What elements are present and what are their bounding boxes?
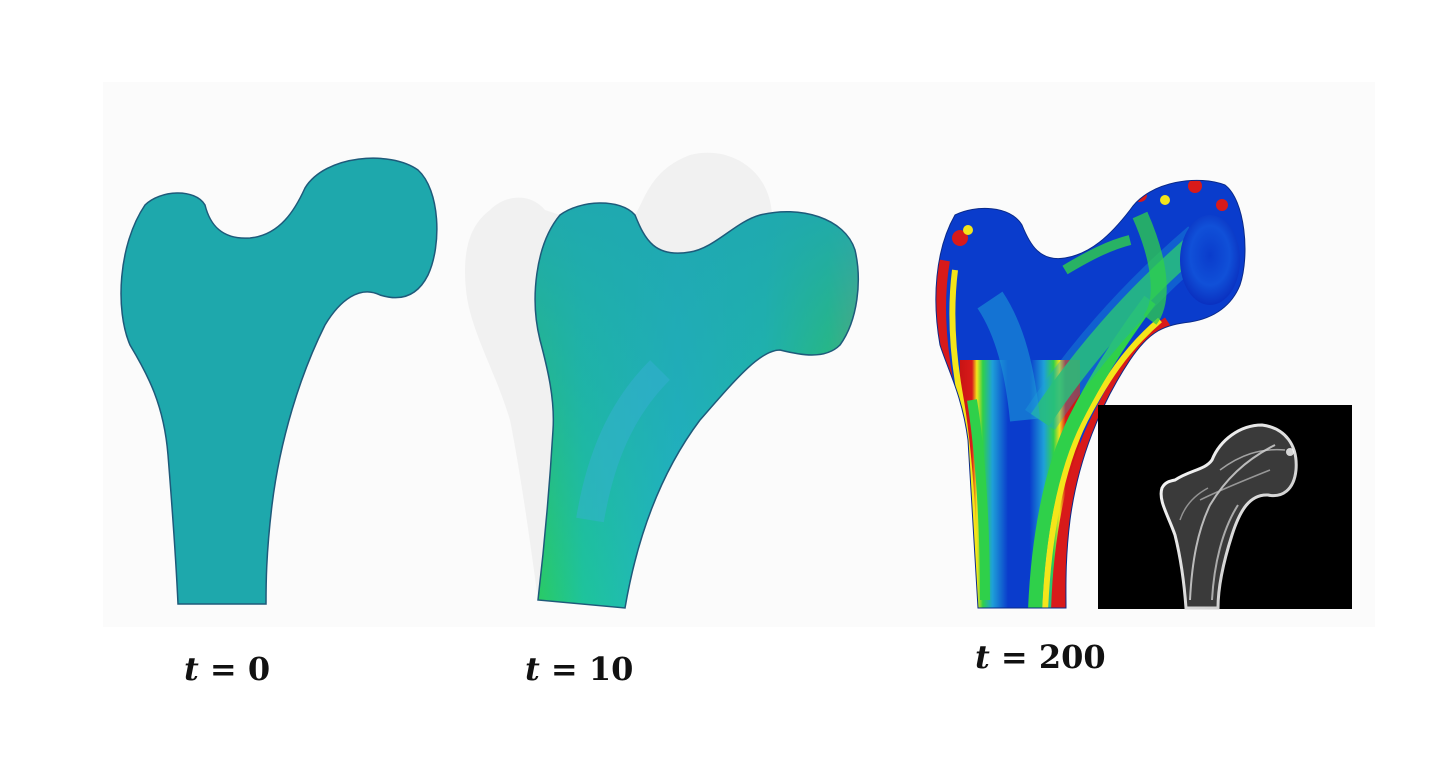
time-variable: t — [525, 650, 540, 688]
time-value: 200 — [1038, 638, 1106, 676]
equals-sign: = — [550, 650, 578, 688]
time-label-t200: t = 200 — [975, 638, 1106, 676]
femur-t0 — [120, 157, 438, 605]
femur-t200-shape — [935, 179, 1246, 609]
time-variable: t — [975, 638, 990, 676]
femur-t10-shape — [534, 202, 859, 609]
equals-sign: = — [209, 650, 237, 688]
femur-t0-shape — [120, 157, 438, 605]
equals-sign: = — [1000, 638, 1028, 676]
time-label-t0: t = 0 — [184, 650, 270, 688]
bone-radiograph-icon — [1098, 405, 1352, 610]
time-variable: t — [184, 650, 199, 688]
time-value: 10 — [588, 650, 634, 688]
time-value: 0 — [247, 650, 271, 688]
time-label-t10: t = 10 — [525, 650, 633, 688]
